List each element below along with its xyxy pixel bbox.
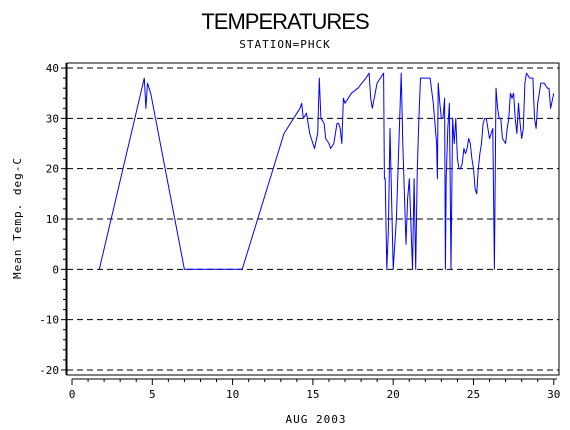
y-tick-label: 10 [46, 213, 59, 226]
x-tick-label: 30 [547, 388, 560, 401]
x-axis-label: AUG 2003 [286, 413, 347, 426]
chart-subtitle: STATION=PHCK [239, 38, 330, 51]
plot-frame [66, 62, 560, 376]
x-tick-label: 5 [149, 388, 156, 401]
temperature-series-line [98, 72, 555, 270]
x-tick-label: 25 [467, 388, 480, 401]
y-tick-label: 30 [46, 112, 59, 125]
y-tick-label: 40 [46, 62, 59, 75]
x-tick-label: 0 [69, 388, 76, 401]
x-tick-label: 20 [387, 388, 400, 401]
axis-ticks [61, 63, 557, 385]
y-tick-label: -20 [39, 364, 59, 377]
x-tick-label: 10 [226, 388, 239, 401]
gridlines [67, 67, 559, 371]
chart-title: TEMPERATURES [201, 9, 369, 34]
y-axis-label: Mean Temp. deg-C [11, 157, 24, 279]
y-tick-label: -10 [39, 314, 59, 327]
y-tick-label: 20 [46, 163, 59, 176]
x-tick-label: 15 [306, 388, 319, 401]
tick-labels: -20 -10 0 10 20 30 40 0 5 10 15 20 25 30 [39, 62, 560, 401]
series-layer [98, 72, 555, 270]
y-tick-label: 0 [52, 263, 59, 276]
